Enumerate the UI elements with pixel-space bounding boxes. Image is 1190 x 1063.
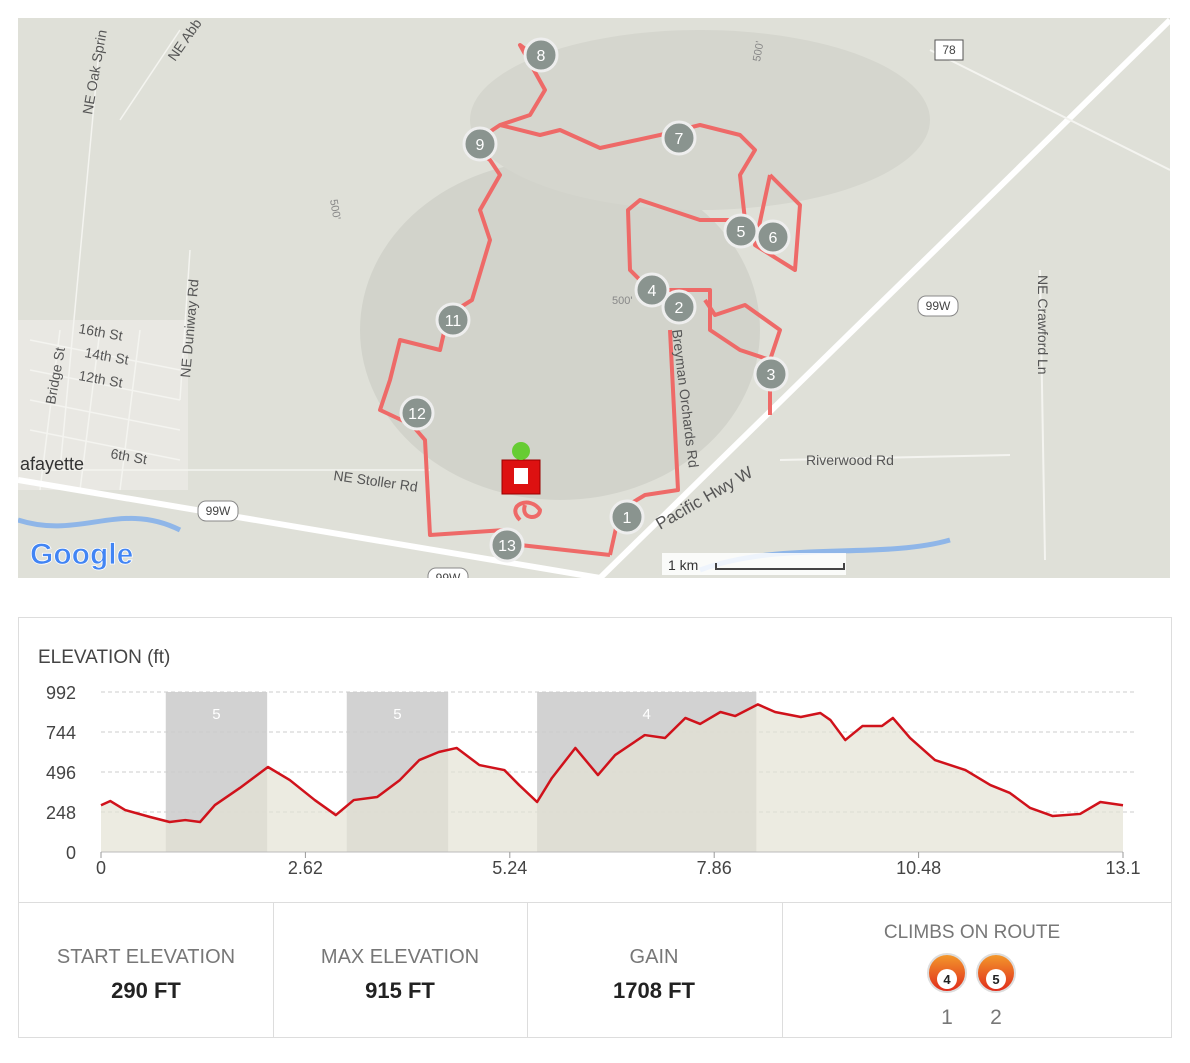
- x-tick-label: 5.24: [492, 858, 527, 878]
- shield: [917, 295, 959, 317]
- marker-label: 4: [648, 283, 657, 300]
- elevation-area: [101, 704, 1123, 852]
- y-tick-label: 248: [46, 803, 76, 823]
- marker-label: 2: [675, 300, 684, 317]
- x-tick-label: 13.1: [1105, 858, 1140, 878]
- climb-badge-inner: [986, 969, 1006, 989]
- elevation-chart: 5 5 4 0 248 496 744 992 0 2.62 5.24 7.86 10.48 13.1: [46, 683, 1141, 878]
- stat-value: 290 FT: [111, 978, 181, 1003]
- map-label: 6th St: [109, 445, 148, 467]
- stat-value: 1708 FT: [613, 978, 695, 1003]
- route-shield: 99W: [926, 299, 951, 313]
- route-shield: 78: [942, 43, 956, 57]
- y-tick-label: 0: [66, 843, 76, 863]
- climbs-title: CLIMBS ON ROUTE: [884, 922, 1060, 943]
- streets: [20, 29, 430, 491]
- elevation-line: [100, 703, 1124, 824]
- brand: Google: [30, 538, 133, 571]
- contour-label: 500': [612, 295, 632, 307]
- highway: [597, 18, 1170, 578]
- map-label: 16th St: [77, 320, 124, 343]
- stat-label: GAIN: [630, 946, 679, 968]
- scale-bar: [715, 563, 845, 570]
- terrain: [360, 160, 760, 500]
- climb-count: 2: [990, 1006, 1002, 1029]
- chart-title: ELEVATION (ft): [38, 647, 170, 668]
- start-icon: [514, 468, 528, 484]
- route-shield: 99W: [206, 504, 231, 518]
- route-marker[interactable]: [609, 499, 645, 535]
- town: [18, 320, 188, 490]
- x-tick-label: 7.86: [697, 858, 732, 878]
- x-tick-label: 2.62: [288, 858, 323, 878]
- route-marker[interactable]: [489, 527, 525, 563]
- shield: [934, 39, 964, 61]
- route-marker[interactable]: [399, 395, 435, 431]
- contour-label: 500': [751, 40, 766, 62]
- start-flag[interactable]: [501, 442, 541, 495]
- stat-label: MAX ELEVATION: [321, 946, 479, 968]
- scale-label: 1 km: [668, 557, 698, 573]
- pin: [512, 442, 530, 460]
- route-marker[interactable]: [755, 219, 791, 255]
- climb-label: 5: [393, 706, 401, 723]
- route-marker[interactable]: [661, 289, 697, 325]
- marker-label: 3: [767, 367, 776, 384]
- map-label: NE Crawford Ln: [1035, 275, 1051, 375]
- climb-category: 4: [943, 972, 951, 987]
- climb-badges: 4 1 5 2: [927, 953, 1016, 1029]
- contour-label: 500': [327, 198, 342, 220]
- route-marker[interactable]: [435, 302, 471, 338]
- climb-category: 5: [992, 972, 999, 987]
- marker-label: 5: [737, 224, 746, 241]
- route-shield: 99W: [436, 571, 461, 585]
- y-tick-label: 744: [46, 723, 76, 743]
- shield: [427, 567, 469, 578]
- stat-label: START ELEVATION: [57, 946, 235, 968]
- x-tick-label: 0: [96, 858, 106, 878]
- climb-count: 1: [941, 1006, 953, 1029]
- route-marker[interactable]: [523, 37, 559, 73]
- climb-badge-inner: [937, 969, 957, 989]
- route-marker[interactable]: [634, 272, 670, 308]
- route-marker[interactable]: [661, 120, 697, 156]
- stat-value: 915 FT: [365, 978, 435, 1003]
- y-tick-label: 992: [46, 683, 76, 703]
- marker-label: 12: [408, 406, 426, 423]
- climb-label: 5: [212, 706, 220, 723]
- marker-label: 8: [537, 48, 546, 65]
- route-marker[interactable]: [462, 126, 498, 162]
- y-tick-label: 496: [46, 763, 76, 783]
- shield: [197, 500, 239, 522]
- map-label: 14th St: [83, 344, 130, 367]
- map-label: Riverwood Rd: [806, 452, 894, 468]
- marker-label: 13: [498, 538, 516, 555]
- road: [779, 49, 1170, 561]
- marker-label: 11: [445, 313, 462, 330]
- map-label: 12th St: [77, 367, 124, 390]
- map[interactable]: NE Oak Sprin NE Abb 16th St 14th St 12th…: [18, 15, 1170, 588]
- marker-label: 7: [675, 131, 684, 148]
- stats: START ELEVATION 290 FT MAX ELEVATION 915 FT…: [57, 902, 696, 1038]
- marker-label: 6: [769, 230, 778, 247]
- route-marker[interactable]: [753, 356, 789, 392]
- marker-label: 9: [476, 137, 485, 154]
- x-tick-label: 10.48: [896, 858, 941, 878]
- map-label: afayette: [20, 454, 84, 474]
- marker-label: 1: [623, 510, 632, 527]
- climb-label: 4: [643, 706, 651, 723]
- terrain: [470, 30, 930, 210]
